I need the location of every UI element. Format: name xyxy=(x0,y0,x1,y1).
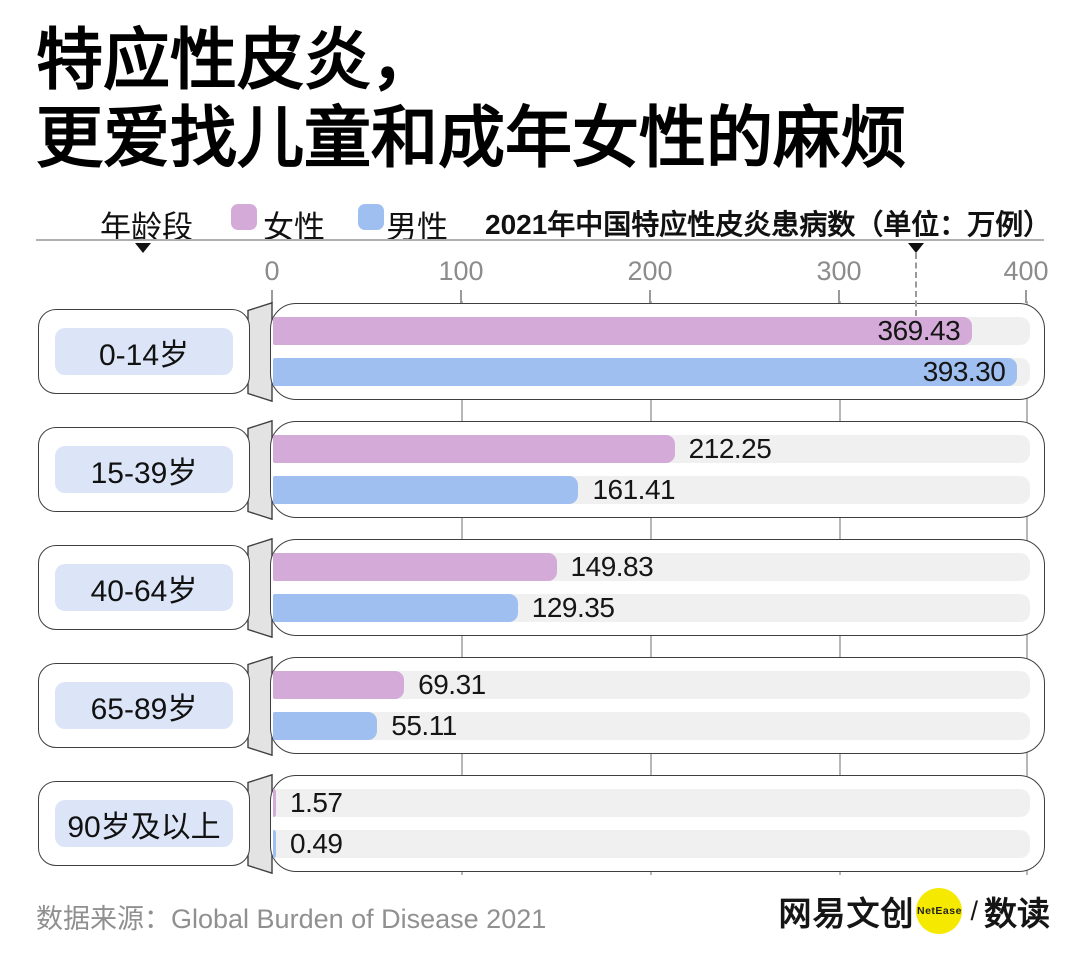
tick-mark-300 xyxy=(838,290,840,303)
male-bar-track: 55.11 xyxy=(273,712,1030,740)
female-value-label: 69.31 xyxy=(418,669,486,700)
age-label: 40-64岁 xyxy=(55,564,233,611)
male-bar xyxy=(273,830,276,858)
axis-tick-300: 300 xyxy=(816,256,862,286)
female-bar-track: 149.83 xyxy=(273,553,1030,581)
female-bar xyxy=(273,553,557,581)
male-value-label: 0.49 xyxy=(290,828,343,859)
age-row-0-14: 0-14岁 369.43 393.30 xyxy=(0,302,1080,402)
page-title: 特应性皮炎， 更爱找儿童和成年女性的麻烦 xyxy=(36,22,907,178)
age-label: 90岁及以上 xyxy=(55,800,233,847)
brand-name: 网易文创 xyxy=(778,895,915,932)
title-line-2: 更爱找儿童和成年女性的麻烦 xyxy=(36,101,907,176)
age-label-card: 90岁及以上 xyxy=(38,781,250,866)
age-label-card: 0-14岁 xyxy=(38,309,250,394)
age-row-90-plus: 90岁及以上 1.57 0.49 xyxy=(0,774,1080,874)
female-value-label: 369.43 xyxy=(877,315,961,346)
subtitle-pointer-dashed-line xyxy=(915,253,917,316)
male-bar xyxy=(273,594,518,622)
bar-card: 149.83 129.35 xyxy=(270,539,1045,636)
age-label: 65-89岁 xyxy=(55,682,233,729)
age-label: 0-14岁 xyxy=(55,328,233,375)
female-bar xyxy=(273,671,405,699)
female-bar xyxy=(273,435,675,463)
female-bar-track: 212.25 xyxy=(273,435,1030,463)
male-value-label: 161.41 xyxy=(592,474,676,505)
age-row-40-64: 40-64岁 149.83 129.35 xyxy=(0,538,1080,638)
bar-card: 69.31 55.11 xyxy=(270,657,1045,754)
tick-mark-100 xyxy=(460,290,462,303)
age-row-65-89: 65-89岁 69.31 55.11 xyxy=(0,656,1080,756)
female-value-label: 212.25 xyxy=(688,433,772,464)
tick-mark-200 xyxy=(649,290,651,303)
header-divider xyxy=(36,239,1044,241)
bar-card: 369.43 393.30 xyxy=(270,303,1045,400)
male-bar xyxy=(273,358,1018,386)
pointer-triangle-subtitle-icon xyxy=(908,243,924,253)
publisher-logo: 网易文创 NetEase / 数读 xyxy=(778,886,1050,936)
male-value-label: 393.30 xyxy=(922,356,1006,387)
male-bar-track: 393.30 xyxy=(273,358,1030,386)
brand-separator: / xyxy=(970,895,978,926)
male-value-label: 55.11 xyxy=(391,710,457,741)
female-value-label: 1.57 xyxy=(290,787,343,818)
age-label-card: 40-64岁 xyxy=(38,545,250,630)
bar-card: 212.25 161.41 xyxy=(270,421,1045,518)
male-bar xyxy=(273,476,579,504)
age-label: 15-39岁 xyxy=(55,446,233,493)
data-source: 数据来源：Global Burden of Disease 2021 xyxy=(36,904,547,934)
chart-subtitle: 2021年中国特应性皮炎患病数（单位：万例） xyxy=(485,209,1052,240)
female-bar-track: 69.31 xyxy=(273,671,1030,699)
male-bar-track: 0.49 xyxy=(273,830,1030,858)
age-row-15-39: 15-39岁 212.25 161.41 xyxy=(0,420,1080,520)
female-bar xyxy=(273,789,276,817)
male-bar xyxy=(273,712,378,740)
legend-swatch-male xyxy=(358,204,384,230)
female-bar xyxy=(273,317,973,345)
axis-tick-400: 400 xyxy=(1003,256,1049,286)
male-bar-track: 161.41 xyxy=(273,476,1030,504)
axis-tick-200: 200 xyxy=(627,256,673,286)
male-value-label: 129.35 xyxy=(531,592,615,623)
pointer-triangle-age-icon xyxy=(135,243,151,253)
female-value-label: 149.83 xyxy=(570,551,654,582)
brand-suffix: 数读 xyxy=(984,895,1050,932)
legend-swatch-female xyxy=(231,204,257,230)
female-bar-track: 369.43 xyxy=(273,317,1030,345)
age-label-card: 65-89岁 xyxy=(38,663,250,748)
title-line-1: 特应性皮炎， xyxy=(36,23,438,98)
male-bar-track: 129.35 xyxy=(273,594,1030,622)
axis-tick-0: 0 xyxy=(264,256,280,286)
age-label-card: 15-39岁 xyxy=(38,427,250,512)
bar-card: 1.57 0.49 xyxy=(270,775,1045,872)
axis-tick-100: 100 xyxy=(438,256,484,286)
tick-mark-400 xyxy=(1025,290,1027,303)
tick-mark-0 xyxy=(271,290,273,303)
netease-badge-icon: NetEase xyxy=(916,888,963,934)
female-bar-track: 1.57 xyxy=(273,789,1030,817)
